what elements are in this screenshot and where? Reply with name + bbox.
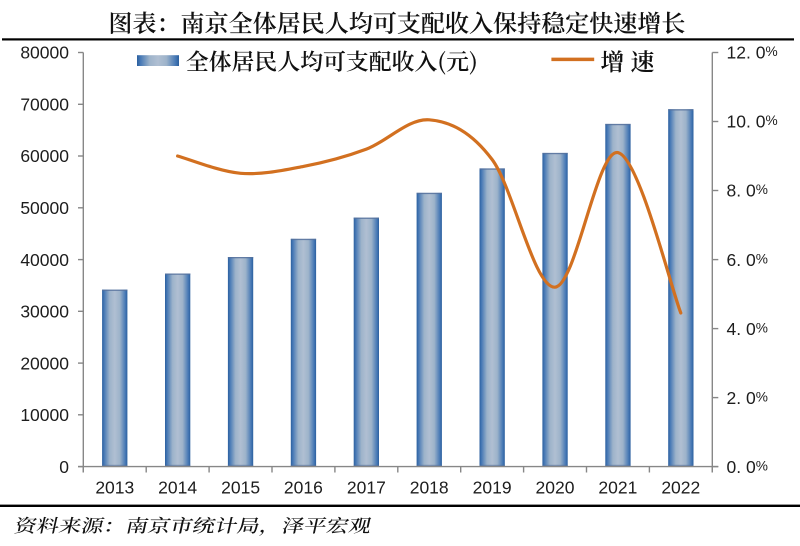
svg-text:0: 0 [59, 457, 69, 477]
svg-text:2015: 2015 [221, 478, 260, 498]
svg-text:2021: 2021 [598, 478, 637, 498]
svg-text:2. 0%: 2. 0% [727, 388, 768, 408]
svg-text:50000: 50000 [20, 198, 69, 218]
svg-text:2020: 2020 [536, 478, 575, 498]
svg-text:2018: 2018 [410, 478, 449, 498]
svg-text:0. 0%: 0. 0% [727, 457, 768, 477]
svg-text:40000: 40000 [20, 250, 69, 270]
svg-text:60000: 60000 [20, 146, 69, 166]
svg-text:10. 0%: 10. 0% [727, 112, 778, 132]
svg-text:2014: 2014 [158, 478, 197, 498]
svg-text:8. 0%: 8. 0% [727, 181, 768, 201]
svg-text:10000: 10000 [20, 405, 69, 425]
svg-text:20000: 20000 [20, 353, 69, 373]
svg-text:2016: 2016 [284, 478, 323, 498]
svg-text:70000: 70000 [20, 95, 69, 115]
svg-text:2017: 2017 [347, 478, 386, 498]
svg-text:2013: 2013 [95, 478, 134, 498]
svg-text:12. 0%: 12. 0% [727, 43, 778, 63]
svg-text:2019: 2019 [473, 478, 512, 498]
svg-text:2022: 2022 [661, 478, 700, 498]
svg-text:80000: 80000 [20, 43, 69, 63]
svg-text:6. 0%: 6. 0% [727, 250, 768, 270]
svg-text:30000: 30000 [20, 302, 69, 322]
svg-text:4. 0%: 4. 0% [727, 319, 768, 339]
